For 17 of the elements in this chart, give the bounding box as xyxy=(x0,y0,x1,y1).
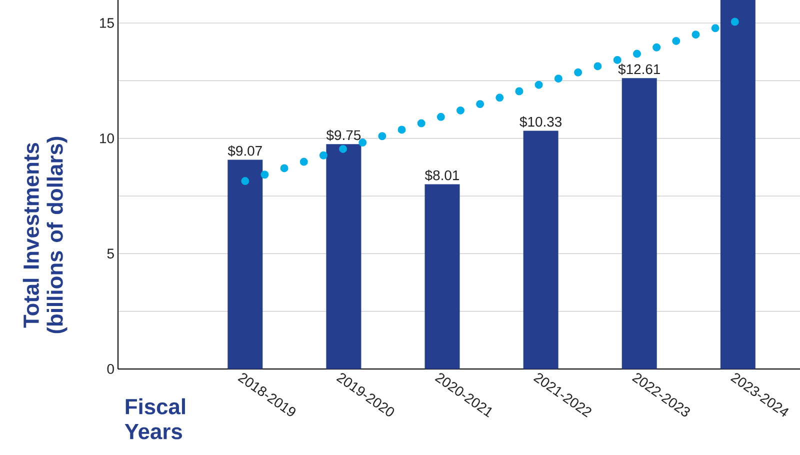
x-axis-title: Fiscal Years xyxy=(124,398,185,440)
y-axis-title: Total Investments (billions of dollars) xyxy=(22,136,68,334)
bar xyxy=(622,78,657,369)
y-tick-label: 5 xyxy=(107,248,114,259)
data-label: $9.07 xyxy=(228,145,262,157)
bar xyxy=(523,130,558,369)
bar xyxy=(326,144,362,369)
y-tick-label: 0 xyxy=(107,364,114,374)
data-label: $9.75 xyxy=(326,130,361,141)
y-tick-label: 15 xyxy=(100,18,114,28)
bar xyxy=(424,184,460,369)
bar xyxy=(228,160,263,369)
y-tick-label: 10 xyxy=(100,133,114,144)
data-label: $8.01 xyxy=(424,170,460,182)
bar xyxy=(720,0,756,369)
data-label: $12.61 xyxy=(618,64,660,75)
data-label: $10.33 xyxy=(520,116,562,128)
